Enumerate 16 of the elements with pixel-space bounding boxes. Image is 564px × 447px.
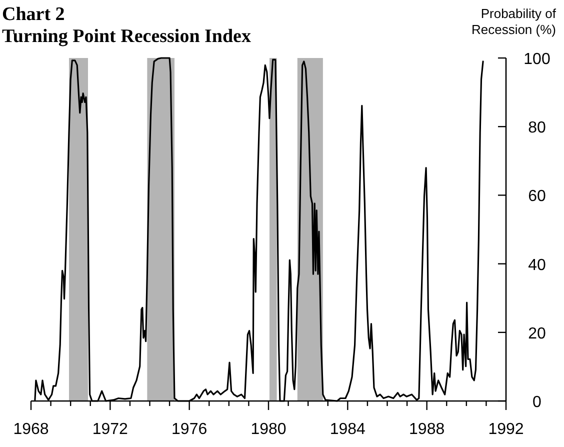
chart-title: Chart 2 [2, 4, 65, 25]
x-tick-label: 1976 [172, 421, 208, 438]
x-tick-label: 1992 [488, 421, 524, 438]
x-tick-label: 1980 [250, 421, 286, 438]
x-tick-label: 1972 [92, 421, 128, 438]
y-axis-title: Probability of Recession (%) [471, 6, 556, 37]
chart-subtitle: Turning Point Recession Index [2, 26, 252, 47]
y-tick-label: 0 [532, 394, 542, 411]
x-tick-label: 1988 [409, 421, 445, 438]
x-tick-label: 1984 [330, 421, 366, 438]
y-tick-label: 60 [528, 188, 546, 206]
x-tick-label: 1968 [13, 421, 49, 438]
y-tick-label: 40 [528, 256, 546, 274]
y-tick-label: 80 [528, 120, 546, 137]
y-tick-label: 20 [528, 325, 546, 342]
y-tick-label: 100 [524, 51, 550, 68]
